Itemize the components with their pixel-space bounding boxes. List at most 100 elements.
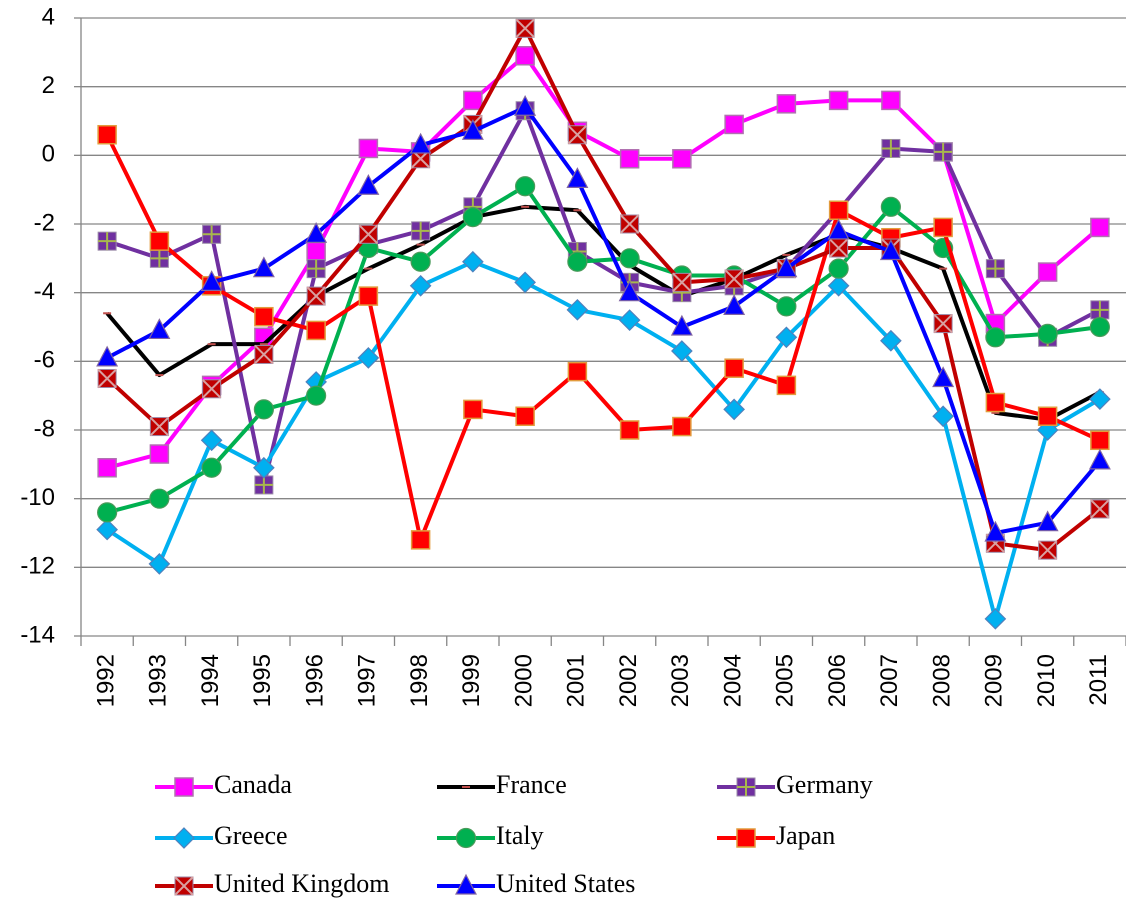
marker <box>736 828 756 848</box>
marker <box>357 173 380 195</box>
marker <box>515 46 535 66</box>
marker <box>306 259 326 279</box>
marker <box>618 309 641 331</box>
marker <box>1090 499 1110 519</box>
marker <box>254 475 274 495</box>
x-tick-label: 1994 <box>197 654 224 707</box>
marker <box>566 167 589 188</box>
x-tick-label: 2001 <box>563 654 590 707</box>
series <box>97 176 1110 523</box>
marker <box>155 374 164 377</box>
marker <box>566 298 589 321</box>
marker <box>97 502 118 523</box>
marker <box>984 607 1007 630</box>
marker-cross <box>737 778 755 796</box>
marker <box>672 149 692 169</box>
legend-item: Canada <box>155 770 292 799</box>
marker <box>358 224 379 245</box>
marker <box>1089 388 1111 410</box>
marker <box>776 375 797 396</box>
marker-cross <box>97 368 117 389</box>
legend-item: Japan <box>717 821 835 850</box>
marker <box>879 239 902 261</box>
marker <box>306 385 327 406</box>
marker-cross <box>986 259 1005 278</box>
marker <box>96 345 119 367</box>
marker <box>619 149 640 169</box>
legend-item: United Kingdom <box>155 869 390 898</box>
marker <box>672 272 692 293</box>
marker <box>149 231 170 251</box>
marker <box>103 312 112 315</box>
series-line <box>106 259 1101 621</box>
marker-cross <box>1090 300 1109 319</box>
marker <box>96 518 118 541</box>
marker <box>463 90 483 111</box>
marker <box>174 876 194 896</box>
series <box>96 94 1111 542</box>
marker <box>97 368 117 389</box>
x-tick-label: 2010 <box>1033 654 1060 707</box>
y-tick-label: 0 <box>42 141 55 168</box>
marker <box>1037 262 1058 282</box>
marker <box>1037 323 1058 344</box>
marker <box>984 520 1007 542</box>
marker <box>462 250 484 273</box>
marker <box>723 294 746 315</box>
marker-cross <box>201 379 222 399</box>
x-tick-label: 1995 <box>249 654 276 707</box>
y-tick-label: -4 <box>34 278 55 305</box>
marker <box>358 286 379 306</box>
y-tick-label: 2 <box>42 72 55 99</box>
marker-cross <box>1090 499 1110 519</box>
marker <box>985 327 1006 348</box>
marker <box>880 329 902 352</box>
legend-item: France <box>437 770 567 799</box>
marker <box>306 241 326 262</box>
legend-label: France <box>496 770 567 799</box>
x-tick-label: 1993 <box>145 654 172 707</box>
marker <box>724 269 744 289</box>
marker <box>97 458 117 478</box>
y-tick-label: -14 <box>20 621 55 648</box>
marker <box>515 18 535 39</box>
marker-cross <box>724 269 744 289</box>
marker <box>409 274 432 297</box>
marker <box>880 196 901 217</box>
marker-cross <box>619 214 640 234</box>
marker <box>173 827 195 849</box>
marker <box>775 256 798 278</box>
marker <box>567 125 588 145</box>
marker-cross <box>934 142 953 161</box>
legend-item: United States <box>437 869 635 898</box>
marker <box>455 873 477 895</box>
series <box>97 101 1110 495</box>
x-tick-label: 2002 <box>615 654 642 707</box>
marker <box>828 258 849 279</box>
marker <box>416 243 425 246</box>
marker <box>1037 540 1058 560</box>
marker <box>1090 217 1110 238</box>
marker <box>201 457 222 478</box>
marker <box>455 827 477 849</box>
legend-label: Germany <box>776 770 873 799</box>
marker <box>364 267 373 270</box>
marker <box>1088 448 1111 470</box>
marker <box>305 222 328 243</box>
marker <box>252 256 275 278</box>
marker <box>618 280 641 302</box>
x-tick-label: 2009 <box>981 654 1008 707</box>
marker-cross <box>567 125 588 145</box>
marker <box>515 176 536 197</box>
marker <box>567 361 588 382</box>
marker-cross <box>306 286 326 306</box>
marker-cross <box>150 249 169 268</box>
marker <box>1090 430 1110 451</box>
marker <box>149 488 170 509</box>
marker <box>933 313 953 334</box>
marker <box>776 296 797 317</box>
legend-label: United Kingdom <box>214 869 390 898</box>
series <box>97 124 1110 550</box>
legend-item: Germany <box>717 770 873 799</box>
marker <box>410 530 431 550</box>
